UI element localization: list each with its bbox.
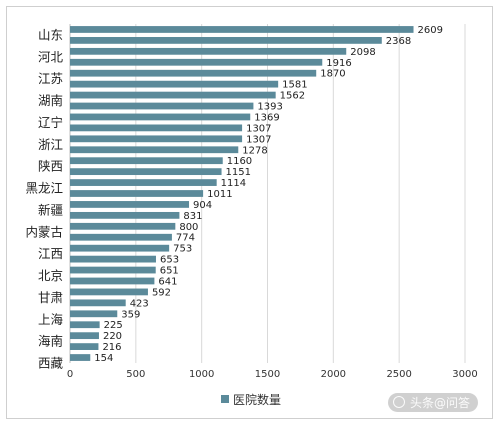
value-label: 1278 (242, 145, 267, 156)
category-label: 陕西 (38, 159, 63, 174)
category-label: 北京 (38, 268, 63, 283)
category-label: 河北 (38, 49, 64, 64)
bars (70, 26, 414, 361)
bar (70, 244, 170, 252)
value-label: 1151 (226, 167, 251, 178)
watermark-text: 头条@问答 (409, 396, 470, 410)
value-label: 1870 (320, 69, 345, 80)
category-label: 西藏 (38, 356, 64, 371)
category-label: 湖南 (38, 93, 63, 108)
bar (70, 26, 414, 33)
x-tick-label: 3000 (452, 369, 477, 380)
x-tick-label: 1000 (189, 369, 214, 380)
category-label: 浙江 (38, 137, 63, 152)
bar (70, 102, 254, 110)
bar (70, 80, 279, 88)
bar (70, 332, 99, 340)
value-label: 154 (94, 353, 113, 364)
value-label: 1114 (221, 178, 246, 189)
category-label: 江苏 (38, 71, 63, 86)
value-labels: 2609236820981916187015811562139313691307… (94, 25, 443, 364)
x-tick-label: 2500 (386, 369, 411, 380)
value-label: 653 (160, 255, 179, 266)
value-label: 831 (183, 211, 202, 222)
bar (70, 201, 190, 208)
bar (70, 47, 347, 55)
bar (70, 124, 243, 132)
bar (70, 168, 222, 176)
bar (70, 69, 317, 77)
chart-frame: 2609 2368 2098 1916 1870 1581 1562 1393 1369 1307… (6, 6, 493, 419)
value-label: 1916 (326, 58, 351, 69)
value-label: 216 (102, 342, 121, 353)
bar (70, 310, 118, 318)
category-label: 辽宁 (38, 115, 63, 130)
value-label: 225 (104, 320, 123, 331)
grid-lines (69, 24, 466, 363)
value-label: 774 (176, 233, 195, 244)
value-label: 2609 (418, 25, 443, 36)
bar (70, 277, 155, 285)
bar (70, 299, 126, 307)
value-label: 1393 (257, 102, 282, 113)
bar (70, 146, 239, 154)
value-label: 1581 (282, 80, 307, 91)
bar (70, 91, 276, 99)
watermark: 头条@问答 (387, 393, 478, 412)
bar (70, 37, 382, 44)
legend: 医院数量 (221, 392, 281, 407)
bar (70, 233, 172, 241)
bar (70, 255, 156, 263)
value-label: 1307 (246, 123, 271, 134)
category-label: 黑龙江 (25, 181, 63, 196)
value-label: 359 (121, 309, 140, 320)
bar (70, 354, 91, 361)
bar (70, 343, 99, 350)
value-label: 651 (160, 266, 179, 277)
value-label: 220 (103, 331, 122, 342)
category-label: 海南 (38, 334, 63, 349)
category-label: 上海 (38, 312, 64, 327)
category-label: 新疆 (38, 202, 63, 217)
value-label: 1562 (280, 91, 305, 102)
legend-swatch (221, 395, 229, 403)
bar (70, 211, 180, 219)
x-tick-label: 0 (67, 369, 73, 380)
value-label: 423 (130, 298, 149, 309)
value-label: 592 (152, 287, 171, 298)
value-label: 1160 (227, 156, 252, 167)
value-label: 1011 (207, 189, 232, 200)
bar (70, 321, 100, 329)
bar (70, 288, 148, 296)
bar (70, 222, 176, 230)
bar (70, 113, 251, 121)
value-label: 1369 (254, 112, 279, 123)
bar (70, 157, 223, 165)
value-label: 1307 (246, 134, 271, 145)
watermark-logo-icon (392, 396, 405, 408)
value-label: 753 (173, 244, 192, 255)
category-label: 内蒙古 (25, 224, 63, 239)
value-label: 2098 (350, 47, 375, 58)
legend-label: 医院数量 (233, 392, 281, 407)
category-label: 江西 (38, 246, 63, 261)
value-label: 904 (193, 200, 212, 211)
x-tick-label: 1500 (255, 369, 280, 380)
x-tick-label: 2000 (321, 369, 346, 380)
x-tick-labels: 0 500 1000 1500 2000 2500 3000 (67, 369, 478, 380)
bar (70, 135, 243, 143)
value-label: 641 (158, 276, 177, 287)
bar (70, 179, 217, 186)
value-label: 800 (179, 222, 198, 233)
bar (70, 190, 204, 197)
category-label: 山东 (38, 27, 63, 42)
bar-chart: 2609236820981916187015811562139313691307… (25, 24, 478, 407)
bar (70, 266, 156, 274)
x-tick-label: 500 (126, 369, 145, 380)
bar (70, 58, 323, 66)
value-label: 2368 (386, 36, 411, 47)
category-label: 甘肃 (38, 290, 63, 305)
